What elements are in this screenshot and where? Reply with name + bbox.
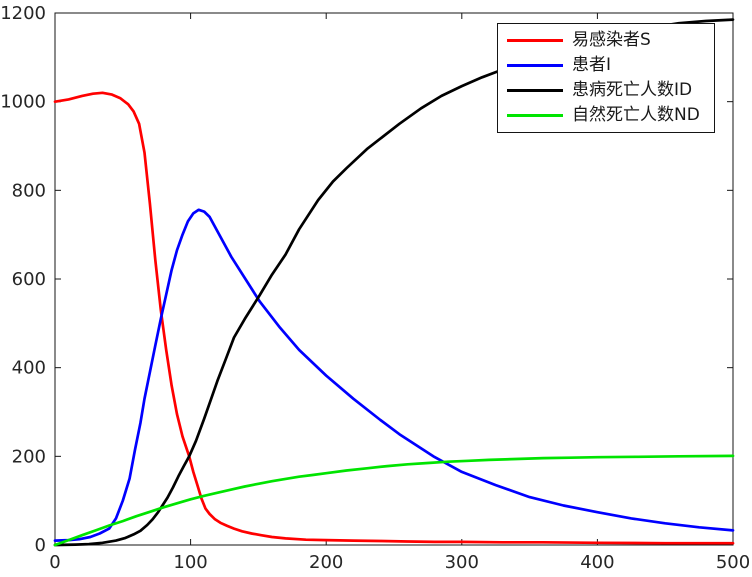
y-tick-label: 400	[12, 358, 46, 379]
legend-line-sample-disease-deaths-id	[507, 89, 563, 92]
legend-item-infected-i[interactable]: 患者I	[498, 53, 714, 78]
legend-item-label: 患者I	[572, 55, 612, 75]
y-tick-label: 800	[12, 180, 46, 201]
legend-item-label: 易感染者S	[572, 30, 651, 50]
legend-line-sample-natural-deaths-nd	[507, 114, 563, 117]
legend-item-disease-deaths-id[interactable]: 患病死亡人数ID	[498, 78, 714, 103]
y-tick-label: 0	[35, 535, 46, 556]
x-tick-label: 500	[716, 552, 750, 573]
y-tick-label: 600	[12, 269, 46, 290]
x-tick-label: 200	[309, 552, 343, 573]
legend-item-label: 自然死亡人数ND	[572, 105, 700, 125]
series-line-natural-deaths-nd	[53, 454, 735, 547]
legend-item-susceptible-s[interactable]: 易感染者S	[498, 28, 714, 53]
series-line-susceptible-s	[53, 91, 735, 545]
legend-line-sample-susceptible-s	[507, 39, 563, 42]
legend-line-sample-infected-i	[507, 64, 563, 67]
legend-item-label: 患病死亡人数ID	[572, 80, 693, 100]
series-line-infected-i	[53, 208, 735, 542]
y-tick-label: 1200	[0, 3, 46, 24]
legend-item-natural-deaths-nd[interactable]: 自然死亡人数ND	[498, 103, 714, 128]
y-tick-label: 200	[12, 446, 46, 467]
x-tick-label: 0	[49, 552, 60, 573]
y-tick-label: 1000	[0, 92, 46, 113]
x-tick-label: 300	[445, 552, 479, 573]
legend[interactable]: 易感染者S 患者I 患病死亡人数ID 自然死亡人数ND	[497, 23, 715, 133]
x-tick-label: 100	[173, 552, 207, 573]
x-tick-label: 400	[580, 552, 614, 573]
